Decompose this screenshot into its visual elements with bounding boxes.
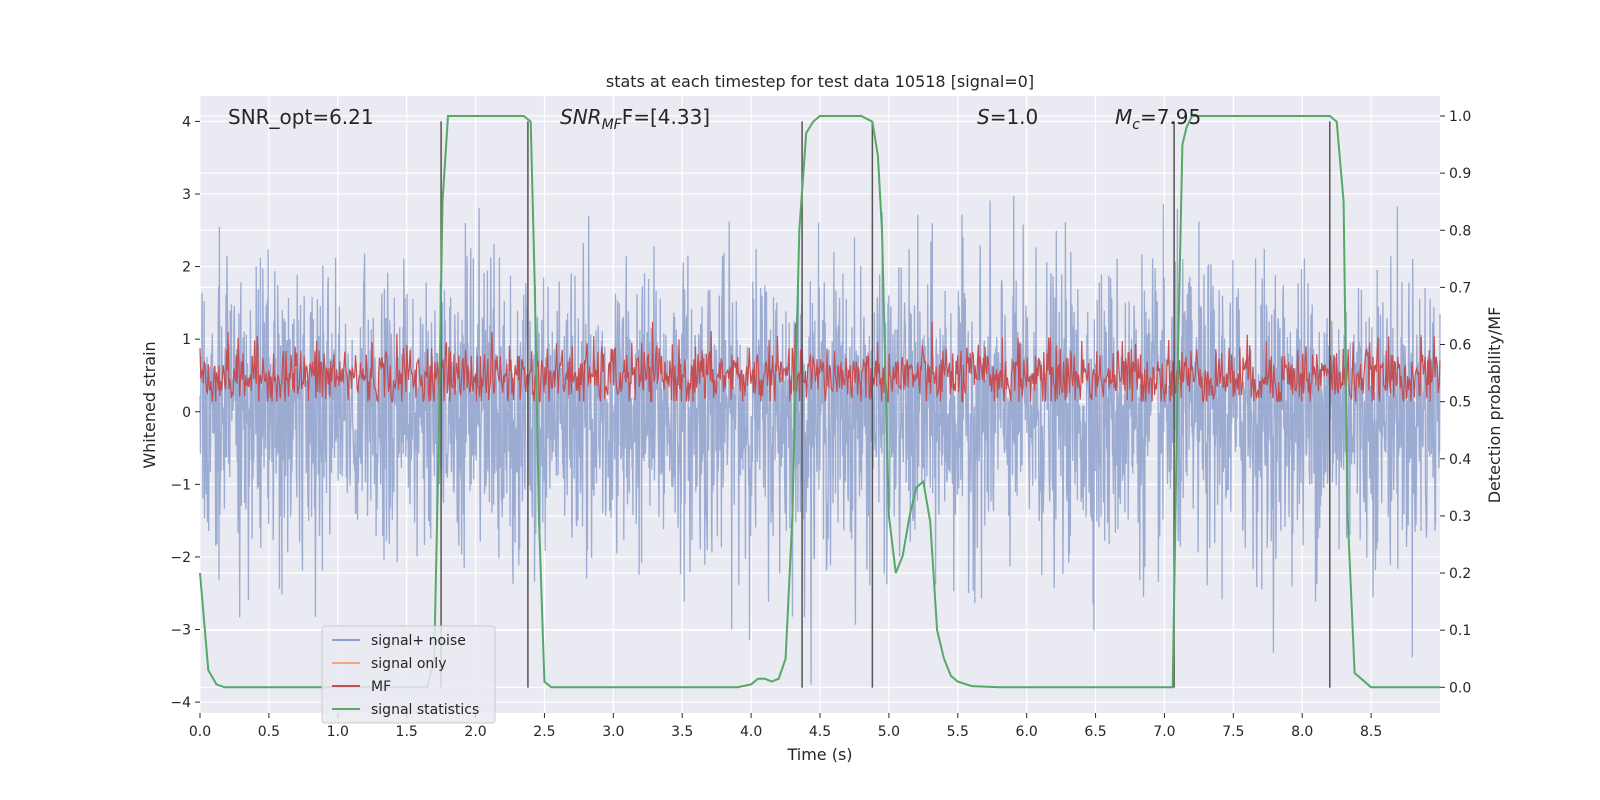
x-tick-label: 8.0	[1291, 724, 1313, 740]
y2-tick-label: 0.1	[1449, 623, 1471, 639]
legend: signal+ noise signal only MF signal stat…	[321, 625, 496, 724]
x-tick-label: 8.5	[1360, 724, 1382, 740]
legend-label-mf: MF	[371, 679, 391, 695]
y-tick-label: −4	[170, 695, 191, 711]
y-tick-label: 1	[182, 332, 191, 348]
annotation-mc: Mc=7.95	[1115, 105, 1201, 133]
annotation-mc-val: =7.95	[1140, 105, 1201, 129]
y-tick-label: 3	[182, 187, 191, 203]
y2-axis-label: Detection probability/MF	[1485, 307, 1504, 504]
signal-statistics-series	[199, 115, 1440, 689]
x-tick-label: 5.0	[878, 724, 900, 740]
y-axis-ticks: 4 3 2 1 0 −1 −2 −3 −4	[170, 114, 200, 711]
annotation-s: S=1.0	[977, 105, 1038, 129]
signal-statistics-line	[199, 115, 1440, 689]
y-tick-label: 0	[182, 405, 191, 421]
x-axis-label: Time (s)	[786, 745, 852, 764]
annotation-s-val: =1.0	[990, 105, 1039, 129]
annotation-snr-mf: SNRMFF=[4.33]	[560, 105, 710, 133]
legend-frame	[321, 625, 496, 724]
signal-noise-line	[199, 196, 1441, 685]
x-tick-label: 6.0	[1016, 724, 1038, 740]
annotation-snr-mf-val: F=[4.33]	[622, 105, 710, 129]
y2-tick-label: 0.8	[1449, 223, 1471, 239]
x-tick-label: 3.0	[602, 724, 624, 740]
y-tick-label: −3	[170, 623, 191, 639]
y2-axis-ticks: 1.0 0.9 0.8 0.7 0.6 0.5 0.4 0.3 0.2 0.1 0.0	[1440, 109, 1471, 696]
x-tick-label: 7.0	[1153, 724, 1175, 740]
mf-series	[199, 321, 1441, 404]
x-tick-label: 1.0	[327, 724, 349, 740]
y2-tick-label: 0.5	[1449, 395, 1471, 411]
x-tick-label: 2.0	[464, 724, 486, 740]
signal-noise-series	[199, 196, 1441, 685]
legend-label-signal-statistics: signal statistics	[371, 702, 479, 718]
x-tick-label: 3.5	[671, 724, 693, 740]
y2-tick-label: 0.7	[1449, 280, 1471, 296]
annotation-snr-mf-base: SNR	[560, 105, 602, 129]
y-tick-label: −1	[170, 477, 191, 493]
y-tick-label: −2	[170, 550, 191, 566]
x-tick-label: 0.5	[258, 724, 280, 740]
x-tick-label: 1.5	[396, 724, 418, 740]
x-tick-label: 4.5	[809, 724, 831, 740]
annotation-s-base: S	[977, 105, 990, 129]
legend-label-signal-noise: signal+ noise	[371, 633, 466, 649]
chart-title: stats at each timestep for test data 105…	[606, 72, 1034, 91]
x-tick-label: 4.0	[740, 724, 762, 740]
y2-tick-label: 1.0	[1449, 109, 1471, 125]
y2-tick-label: 0.0	[1449, 680, 1471, 696]
y2-tick-label: 0.3	[1449, 509, 1471, 525]
y2-tick-label: 0.6	[1449, 338, 1471, 354]
y-tick-label: 2	[182, 260, 191, 276]
x-tick-label: 7.5	[1222, 724, 1244, 740]
y-tick-label: 4	[182, 114, 191, 130]
x-tick-label: 2.5	[533, 724, 555, 740]
x-tick-label: 6.5	[1084, 724, 1106, 740]
annotation-snr-mf-sub: MF	[602, 117, 623, 133]
x-tick-label: 0.0	[189, 724, 211, 740]
annotation-mc-sub: c	[1132, 117, 1140, 133]
y-axis-label: Whitened strain	[140, 341, 159, 468]
annotation-snr-opt: SNR_opt=6.21	[228, 105, 374, 129]
x-axis-ticks: 0.0 0.5 1.0 1.5 2.0 2.5 3.0 3.5 4.0 4.5 5.0 5.5 6.0 6…	[189, 713, 1382, 740]
legend-label-signal-only: signal only	[371, 656, 446, 672]
y2-tick-label: 0.9	[1449, 166, 1471, 182]
y2-tick-label: 0.2	[1449, 566, 1471, 582]
vertical-markers	[440, 121, 1331, 688]
annotation-mc-base: M	[1115, 105, 1132, 129]
mf-line	[199, 321, 1441, 404]
y2-tick-label: 0.4	[1449, 452, 1471, 468]
x-tick-label: 5.5	[947, 724, 969, 740]
